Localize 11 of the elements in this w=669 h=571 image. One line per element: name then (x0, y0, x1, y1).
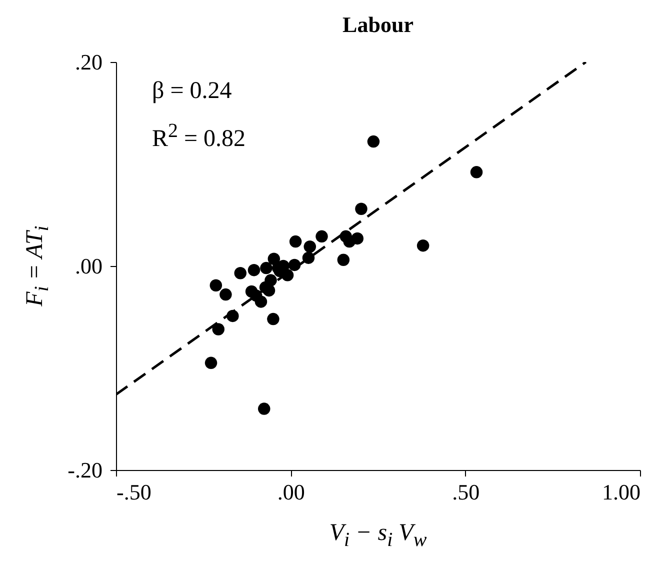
y-tick-label: .00 (75, 254, 102, 278)
x-axis-title: V$_{i}$ − s$_{i}$ V$_{w}$ (329, 520, 427, 552)
y-tick-label: -.20 (68, 458, 102, 482)
chart-title: Labour (342, 12, 414, 37)
annotation: R$^{2}$ = 0.82 (152, 120, 246, 153)
x-tick-label: .00 (277, 480, 305, 504)
x-tick-label: -.50 (116, 480, 152, 504)
y-tick-label: .20 (75, 50, 102, 74)
annotation: β = 0.24 (152, 78, 232, 105)
x-tick-label: .50 (452, 480, 480, 504)
x-tick-label: 1.00 (602, 480, 640, 504)
